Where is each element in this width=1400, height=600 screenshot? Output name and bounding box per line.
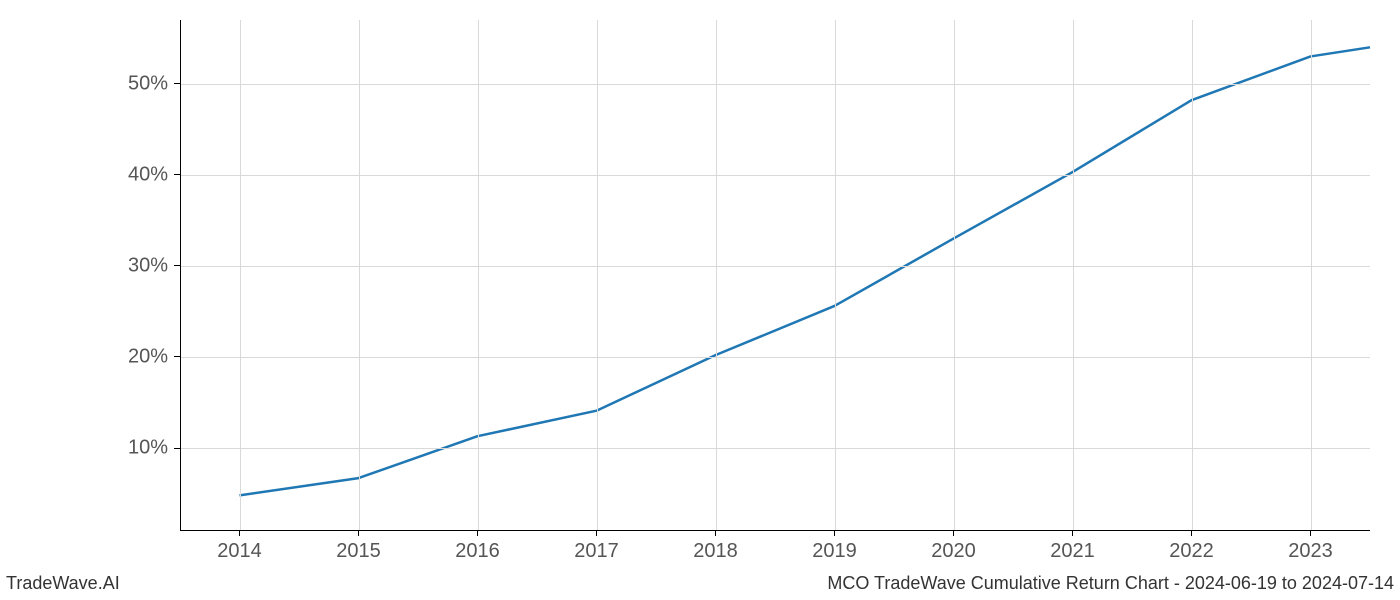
grid-line-vertical [1073,20,1074,530]
x-tick-label: 2022 [1169,540,1214,563]
grid-line-horizontal [180,266,1370,267]
grid-line-horizontal [180,357,1370,358]
y-tick-label: 30% [120,254,168,277]
footer-right-text: MCO TradeWave Cumulative Return Chart - … [827,573,1394,593]
x-tick-label: 2016 [455,540,500,563]
footer-left-watermark: TradeWave.AI [6,573,120,594]
grid-line-vertical [954,20,955,530]
x-tick-label: 2023 [1288,540,1333,563]
grid-line-vertical [240,20,241,530]
y-tick-label: 50% [120,72,168,95]
footer-left-text: TradeWave.AI [6,573,120,593]
grid-line-horizontal [180,84,1370,85]
footer-right-caption: MCO TradeWave Cumulative Return Chart - … [827,573,1394,594]
x-tick-label: 2019 [812,540,857,563]
grid-line-horizontal [180,448,1370,449]
chart-container: TradeWave.AI MCO TradeWave Cumulative Re… [0,0,1400,600]
plot-area [180,20,1370,530]
x-tick-label: 2015 [336,540,381,563]
grid-line-vertical [835,20,836,530]
x-tick-label: 2020 [931,540,976,563]
x-tick-label: 2017 [574,540,619,563]
grid-line-vertical [597,20,598,530]
x-tick-label: 2018 [693,540,738,563]
grid-line-vertical [716,20,717,530]
x-tick-label: 2021 [1050,540,1095,563]
axis-spine-left [180,20,181,530]
x-tick-label: 2014 [217,540,262,563]
y-tick-label: 10% [120,437,168,460]
grid-line-vertical [478,20,479,530]
axis-spine-bottom [180,530,1370,531]
y-tick-label: 20% [120,345,168,368]
grid-line-vertical [1311,20,1312,530]
grid-line-vertical [359,20,360,530]
grid-line-horizontal [180,175,1370,176]
return-line [240,47,1371,495]
y-tick-label: 40% [120,163,168,186]
grid-line-vertical [1192,20,1193,530]
